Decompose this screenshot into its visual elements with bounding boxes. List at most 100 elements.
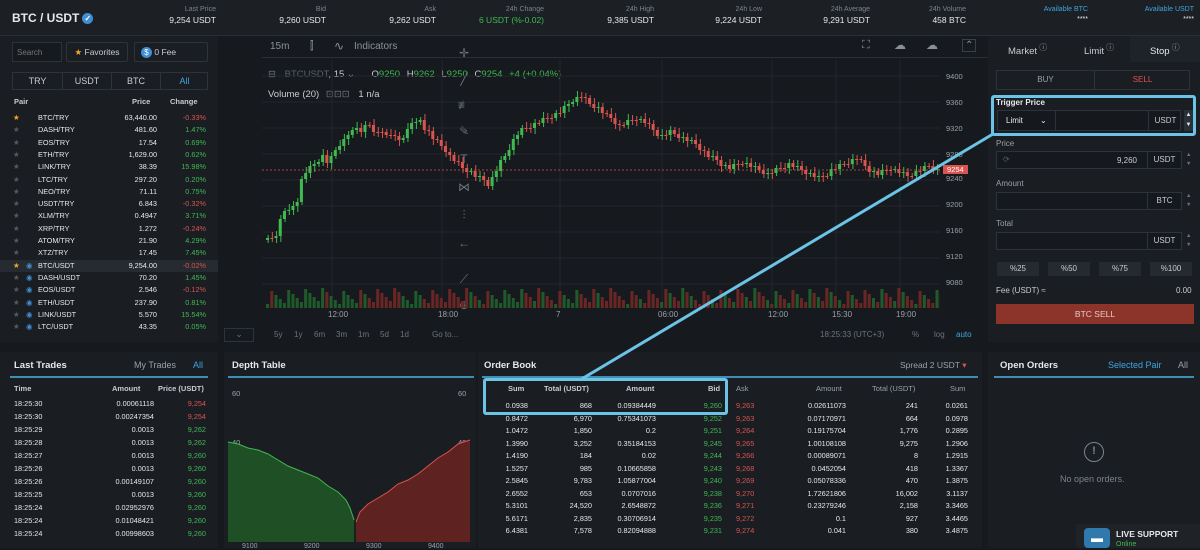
price-field[interactable]: ⟳ 9,260 USDT: [996, 151, 1182, 169]
favorite-star-icon[interactable]: ★: [13, 285, 20, 294]
range-1d[interactable]: 1d: [400, 330, 409, 339]
amount-input[interactable]: BTC: [996, 192, 1182, 210]
favorite-star-icon[interactable]: ★: [13, 310, 20, 319]
buy-toggle[interactable]: BUY: [997, 71, 1094, 89]
favorite-star-icon[interactable]: ★: [13, 248, 20, 257]
col-pair[interactable]: Pair: [14, 97, 28, 106]
favorite-star-icon[interactable]: ★: [13, 224, 20, 233]
tab-limit[interactable]: Limit ⓘ: [1084, 42, 1114, 57]
total-stepper[interactable]: ▲▼: [1186, 232, 1194, 250]
range-1y[interactable]: 1y: [294, 330, 302, 339]
favorite-star-icon[interactable]: ★: [13, 125, 20, 134]
range-5d[interactable]: 5d: [380, 330, 389, 339]
total-input[interactable]: USDT: [996, 232, 1182, 250]
price-stepper[interactable]: ▲▼: [1186, 151, 1194, 169]
range-5y[interactable]: 5y: [274, 330, 282, 339]
fullscreen-icon[interactable]: ⛶: [862, 39, 870, 52]
btc-sell-button[interactable]: BTC SELL: [996, 304, 1194, 324]
spread-selector[interactable]: Spread 2 USDT ▾: [900, 360, 967, 371]
favorite-star-icon[interactable]: ★: [13, 150, 20, 159]
tab-try[interactable]: TRY: [13, 73, 62, 89]
col-price[interactable]: Price: [132, 97, 150, 106]
sell-toggle[interactable]: SELL: [1094, 71, 1190, 89]
amount-stepper[interactable]: ▲▼: [1186, 192, 1194, 210]
goto-date-button[interactable]: Go to...: [432, 330, 458, 339]
favorite-star-icon[interactable]: ★: [13, 113, 20, 122]
col-change[interactable]: Change: [170, 97, 198, 106]
favorite-star-icon[interactable]: ★: [13, 298, 20, 307]
refresh-icon[interactable]: ⟳: [1003, 155, 1010, 164]
log-scale-toggle[interactable]: log: [934, 330, 945, 339]
price-input[interactable]: 9,260: [1117, 156, 1137, 165]
pct-50-button[interactable]: %50: [1048, 262, 1090, 276]
market-search-input[interactable]: [12, 42, 62, 62]
tab-usdt[interactable]: USDT: [62, 73, 111, 89]
favorite-star-icon[interactable]: ★: [13, 162, 20, 171]
all-orders-tab[interactable]: All: [1178, 360, 1188, 370]
tab-btc[interactable]: BTC: [111, 73, 160, 89]
price-chart[interactable]: [262, 60, 940, 330]
live-support-widget[interactable]: ▬ LIVE SUPPORT Online: [1076, 524, 1200, 548]
my-trades-tab[interactable]: My Trades: [134, 360, 176, 370]
all-trades-tab[interactable]: All: [193, 360, 203, 370]
tab-all[interactable]: All: [160, 73, 208, 89]
zero-fee-button[interactable]: $ 0 Fee: [134, 42, 208, 62]
favorite-star-icon[interactable]: ★: [13, 187, 20, 196]
selected-pair-tab[interactable]: Selected Pair: [1108, 360, 1162, 370]
pct-75-button[interactable]: %75: [1099, 262, 1141, 276]
chevron-down-icon[interactable]: ⌄: [224, 328, 254, 342]
range-3m[interactable]: 3m: [336, 330, 347, 339]
favorite-star-icon[interactable]: ★: [13, 273, 20, 282]
indicators-icon[interactable]: ∿: [334, 39, 344, 53]
range-1m[interactable]: 1m: [358, 330, 369, 339]
favorite-star-icon[interactable]: ★: [13, 175, 20, 184]
interval-selector[interactable]: 15m: [270, 41, 289, 52]
depth-chart[interactable]: [228, 382, 474, 544]
pct-100-button[interactable]: %100: [1150, 262, 1192, 276]
pct-25-button[interactable]: %25: [997, 262, 1039, 276]
cloud-save-icon[interactable]: ☁: [894, 38, 906, 52]
favorites-button[interactable]: ★ Favorites: [66, 42, 128, 62]
collapse-icon[interactable]: ⌃: [962, 39, 976, 52]
favorite-star-icon[interactable]: ★: [13, 261, 20, 270]
favorite-star-icon[interactable]: ★: [13, 199, 20, 208]
favorite-star-icon[interactable]: ★: [13, 236, 20, 245]
range-6m[interactable]: 6m: [314, 330, 325, 339]
tab-market[interactable]: Market ⓘ: [1008, 42, 1047, 57]
favorite-star-icon[interactable]: ★: [13, 138, 20, 147]
tab-stop[interactable]: Stop ⓘ: [1130, 36, 1200, 62]
cloud-load-icon[interactable]: ☁: [926, 38, 938, 52]
favorite-star-icon[interactable]: ★: [13, 211, 20, 220]
pair-title[interactable]: BTC / USDT✓: [12, 11, 93, 25]
favorite-star-icon[interactable]: ★: [13, 322, 20, 331]
percent-scale-toggle[interactable]: %: [912, 330, 919, 339]
candle-type-icon[interactable]: ⫿: [310, 40, 314, 53]
